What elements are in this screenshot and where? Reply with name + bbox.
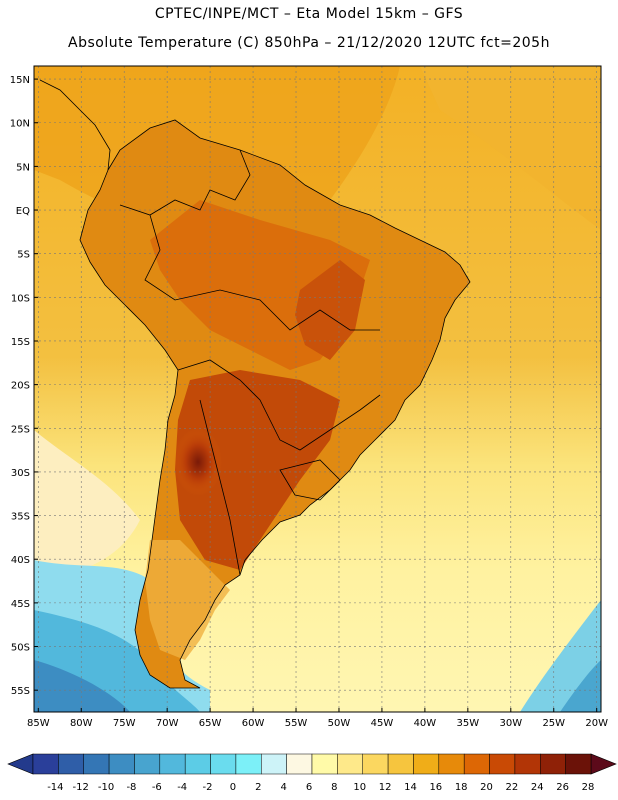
- lat-label: 10S: [11, 293, 30, 304]
- lon-label: 70W: [156, 718, 179, 729]
- title-line-1: CPTEC/INPE/MCT – Eta Model 15km – GFS: [154, 6, 464, 22]
- colorbar-label: -6: [152, 782, 162, 793]
- south-atlantic-colder-zone: [560, 660, 601, 712]
- lon-label: 20W: [585, 718, 608, 729]
- temperature-field: [34, 66, 601, 712]
- south-america-coastline: [79, 119, 471, 689]
- colorbar-label: 16: [429, 782, 442, 793]
- hot-core: [174, 428, 222, 496]
- lat-label: 35S: [11, 512, 30, 523]
- colorbar-label: -10: [98, 782, 114, 793]
- lon-label: 65W: [199, 718, 222, 729]
- colorbar-label: 8: [331, 782, 337, 793]
- longitude-labels: 85W 80W 75W 70W 65W 60W 55W 50W 45W 40W 35W 30W 25W 2…: [27, 718, 608, 729]
- colorbar-label: 28: [582, 782, 595, 793]
- colorbar-swatch: [540, 753, 566, 775]
- lon-label: 60W: [242, 718, 265, 729]
- coastline-and-borders: [39, 79, 471, 689]
- colorbar-swatch: [438, 753, 465, 775]
- lon-label: 30W: [499, 718, 522, 729]
- lat-label: 15N: [10, 75, 30, 86]
- colorbar-label: 22: [506, 782, 519, 793]
- border-north: [119, 149, 251, 216]
- colorbar-swatch: [58, 753, 84, 775]
- colorbar-swatch: [108, 753, 135, 775]
- colorbar-label: 4: [280, 782, 286, 793]
- lon-label: 55W: [285, 718, 308, 729]
- lon-label: 40W: [414, 718, 437, 729]
- colorbar-swatch: [489, 753, 516, 775]
- colorbar-label: 0: [230, 782, 236, 793]
- colorbar-label: 20: [480, 782, 493, 793]
- colorbar-swatch: [261, 753, 287, 775]
- lat-label: EQ: [16, 206, 30, 217]
- lon-label: 85W: [27, 718, 50, 729]
- central-america-coastline: [39, 79, 111, 171]
- colorbar-swatch: [210, 753, 237, 775]
- colorbar: -14 -12 -10 -8 -6 -4 -2 0 2 4 6 8 10 12 14 16 18 20 22 24 26…: [7, 753, 617, 793]
- colorbar-label: 26: [556, 782, 569, 793]
- colorbar-label: -4: [177, 782, 187, 793]
- colorbar-swatch: [286, 753, 313, 775]
- lon-label: 25W: [542, 718, 565, 729]
- colorbar-label: 14: [404, 782, 417, 793]
- border-south-central: [177, 359, 381, 451]
- colorbar-swatch: [83, 753, 110, 775]
- colorbar-swatch: [32, 753, 59, 775]
- patagonia-mild-zone: [145, 540, 230, 660]
- lat-label: 20S: [11, 381, 30, 392]
- lon-label: 45W: [371, 718, 394, 729]
- colorbar-swatch: [413, 753, 440, 775]
- colorbar-label: 24: [531, 782, 544, 793]
- lat-label: 45S: [11, 599, 30, 610]
- colorbar-label: -2: [203, 782, 213, 793]
- colorbar-label: 12: [379, 782, 392, 793]
- colorbar-label: 10: [353, 782, 366, 793]
- colorbar-swatch: [134, 753, 161, 775]
- lon-label: 50W: [328, 718, 351, 729]
- lat-label: 5S: [17, 250, 30, 261]
- coldest-water-zone: [34, 660, 130, 712]
- lat-label: 25S: [11, 424, 30, 435]
- colorbar-swatch: [184, 753, 211, 775]
- colorbar-swatch: [337, 753, 363, 775]
- lat-label: 55S: [11, 686, 30, 697]
- colorbar-swatch: [514, 753, 541, 775]
- colorbar-swatch: [311, 753, 338, 775]
- border-uruguay: [279, 459, 341, 501]
- title-line-2: Absolute Temperature (C) 850hPa – 21/12/…: [68, 35, 550, 51]
- colorbar-label: -12: [73, 782, 89, 793]
- colorbar-label: 2: [255, 782, 261, 793]
- lat-label: 40S: [11, 555, 30, 566]
- lat-label: 15S: [11, 337, 30, 348]
- colorbar-label: -14: [47, 782, 63, 793]
- latitude-labels: 15N 10N 5N EQ 5S 10S 15S 20S 25S 30S 35S 40S 45S 50S 5…: [10, 75, 30, 697]
- colorbar-swatch: [463, 753, 490, 775]
- colorbar-label: 18: [455, 782, 468, 793]
- colorbar-swatch: [362, 753, 389, 775]
- chaco-hot-zone: [175, 370, 340, 570]
- lat-label: 5N: [16, 162, 30, 173]
- border-andes: [199, 399, 241, 576]
- lat-lon-grid: [34, 66, 601, 712]
- colorbar-swatch: [159, 753, 186, 775]
- lon-label: 80W: [70, 718, 93, 729]
- colorbar-swatch: [565, 753, 592, 775]
- colorbar-swatch: [387, 753, 414, 775]
- colorbar-swatch: [235, 753, 262, 775]
- lat-label: 50S: [11, 643, 30, 654]
- lon-label: 35W: [457, 718, 480, 729]
- colorbar-label: 6: [306, 782, 312, 793]
- colorbar-label: -8: [126, 782, 136, 793]
- central-brazil-hot-zone: [295, 260, 365, 360]
- lon-label: 75W: [113, 718, 136, 729]
- plot-frame: [33, 65, 602, 713]
- pacific-pale-band: [34, 430, 140, 580]
- lat-label: 10N: [10, 119, 30, 130]
- lat-label: 30S: [11, 468, 30, 479]
- colorbar-high-arrow: [590, 753, 617, 775]
- border-central: [144, 214, 380, 331]
- colorbar-low-arrow: [7, 753, 34, 775]
